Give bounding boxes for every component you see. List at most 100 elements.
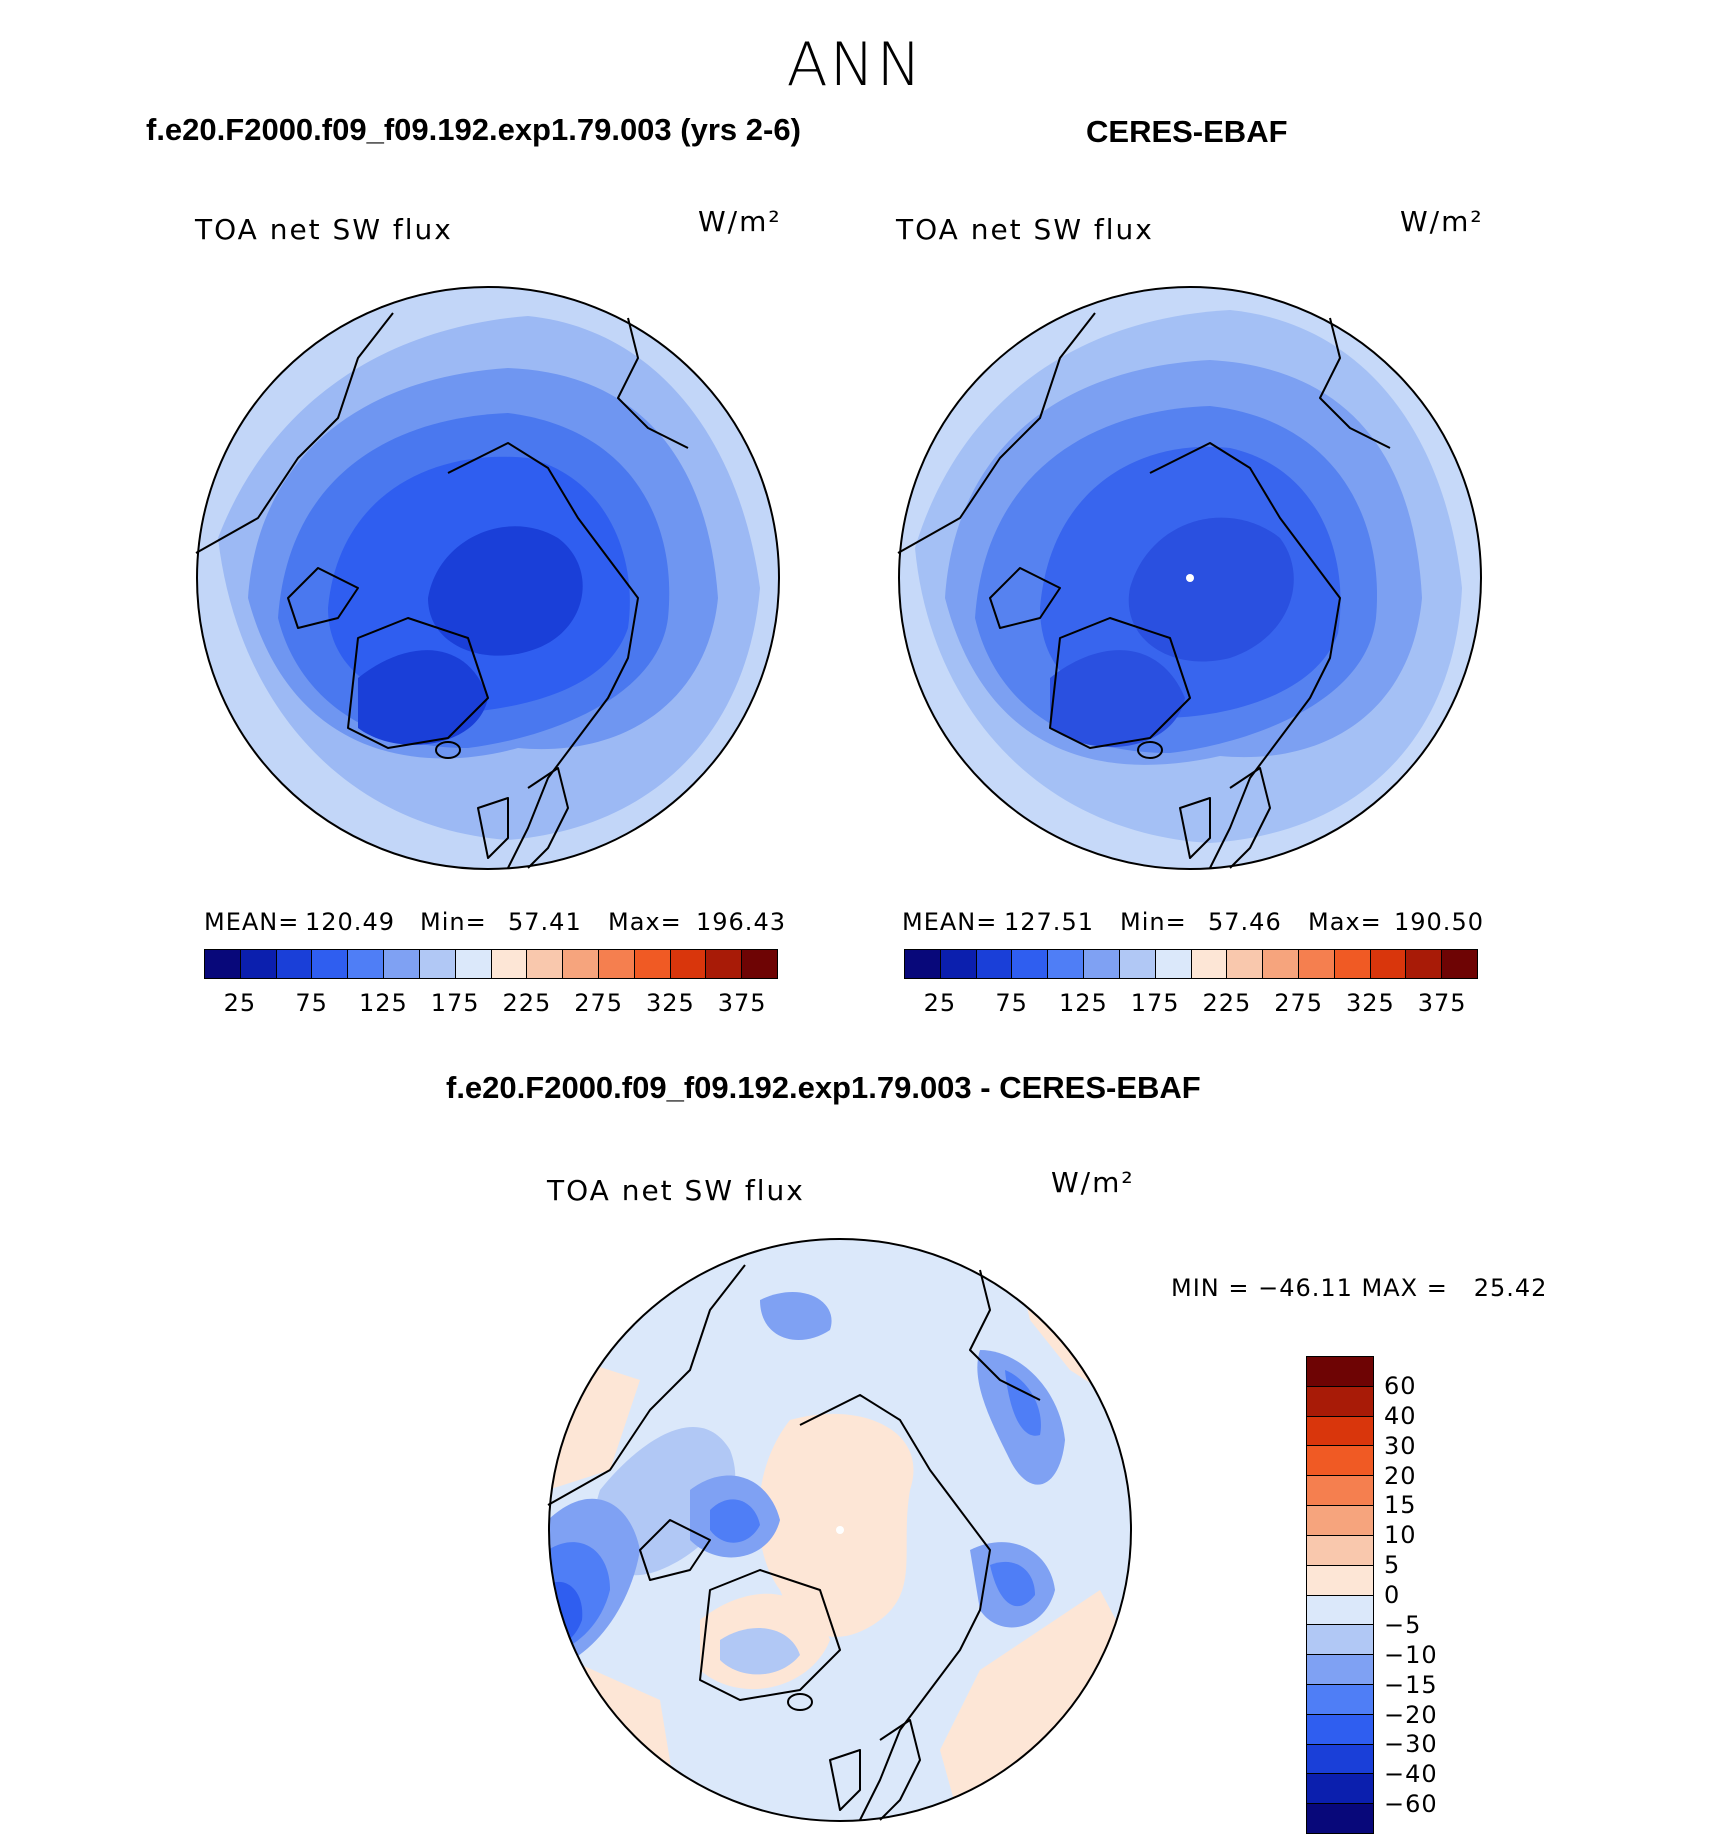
obs-mean-value: 127.51 [1004,908,1094,936]
diff-colorbar-swatch [1307,1625,1373,1656]
diff-colorbar-tick: 0 [1384,1581,1401,1609]
diff-colorbar-swatch [1307,1774,1373,1805]
figure-title: ANN [786,30,924,100]
obs-min-value: 57.46 [1208,908,1282,936]
model-colorbar-swatch [276,950,313,978]
obs-variable-title: TOA net SW flux [896,213,1154,246]
model-colorbar-swatch [205,950,241,978]
obs-colorbar-swatch [1155,950,1192,978]
obs-colorbar-swatch [1370,950,1407,978]
obs-polar-map [897,286,1482,870]
model-colorbar-tick: 225 [502,989,552,1017]
diff-range-text: MIN = −46.11 MAX = 25.42 [1171,1274,1548,1302]
diff-colorbar-tick: −60 [1384,1790,1438,1819]
diff-colorbar-tick: 15 [1384,1491,1417,1520]
obs-colorbar [904,949,1478,979]
diff-colorbar-tick: 60 [1384,1371,1417,1400]
diff-colorbar-swatch [1307,1684,1373,1715]
diff-colorbar-swatch [1307,1744,1373,1775]
diff-colorbar-tick: 5 [1384,1551,1401,1580]
obs-colorbar-swatch [1119,950,1156,978]
obs-colorbar-swatch [1298,950,1335,978]
model-units: W/m² [698,205,782,238]
diff-colorbar-swatch [1307,1655,1373,1685]
diff-colorbar-tick: 30 [1384,1431,1417,1460]
obs-colorbar-swatch [1048,950,1085,978]
obs-colorbar-swatch [940,950,977,978]
model-colorbar-swatch [742,950,777,978]
diff-colorbar-swatch [1307,1476,1373,1507]
diff-colorbar-tick: 40 [1384,1401,1417,1430]
obs-max-value: 190.50 [1394,908,1484,936]
model-colorbar-tick: 75 [295,989,328,1017]
model-colorbar-tick: 25 [223,989,257,1017]
obs-colorbar-swatch [905,950,941,978]
model-colorbar-swatch [312,950,349,978]
model-colorbar-swatch [706,950,743,978]
obs-colorbar-tick: 175 [1130,989,1180,1017]
model-colorbar-swatch [455,950,492,978]
obs-colorbar-tick: 275 [1274,989,1324,1017]
obs-colorbar-tick: 125 [1058,989,1108,1017]
model-colorbar-swatch [670,950,707,978]
model-colorbar-swatch [527,950,564,978]
model-polar-map [195,286,780,870]
diff-colorbar-tick: −30 [1384,1730,1438,1759]
model-colorbar-tick: 175 [430,989,480,1017]
diff-variable-title: TOA net SW flux [547,1174,805,1207]
diff-colorbar-swatch [1307,1535,1373,1566]
model-heading: f.e20.F2000.f09_f09.192.exp1.79.003 (yrs… [146,112,801,147]
diff-colorbar-tick: −10 [1384,1640,1438,1669]
obs-colorbar-tick: 225 [1202,989,1252,1017]
obs-colorbar-swatch [1084,950,1120,978]
diff-colorbar-tick: −20 [1384,1700,1438,1729]
obs-heading: CERES-EBAF [1086,114,1288,149]
diff-colorbar-swatch [1307,1565,1373,1596]
diff-units: W/m² [1051,1166,1135,1199]
diff-colorbar-swatch [1307,1386,1373,1417]
obs-colorbar-swatch [1227,950,1264,978]
obs-colorbar-swatch [1191,950,1228,978]
obs-colorbar-tick: 25 [923,989,957,1017]
model-colorbar-swatch [384,950,420,978]
model-mean-label: MEAN= [204,908,300,936]
diff-colorbar-tick: −5 [1384,1610,1422,1639]
diff-polar-map [547,1238,1132,1822]
diff-colorbar-tick: −15 [1384,1670,1438,1699]
obs-colorbar-swatch [1442,950,1477,978]
model-colorbar-swatch [563,950,599,978]
obs-min-label: Min= [1120,908,1187,936]
diff-colorbar-tick: 20 [1384,1461,1417,1490]
model-colorbar-swatch [598,950,635,978]
diff-colorbar-tick: 10 [1384,1521,1417,1550]
diff-colorbar-swatch [1307,1804,1373,1833]
diff-colorbar-swatch [1307,1446,1373,1477]
model-colorbar-tick: 325 [645,989,695,1017]
diff-colorbar-swatch [1307,1595,1373,1626]
model-colorbar-swatch [491,950,528,978]
diff-colorbar-swatch [1307,1357,1373,1387]
model-variable-title: TOA net SW flux [195,213,453,246]
diff-heading: f.e20.F2000.f09_f09.192.exp1.79.003 - CE… [446,1070,1201,1105]
diff-colorbar-swatch [1307,1506,1373,1536]
diff-colorbar-swatch [1307,1416,1373,1447]
model-max-value: 196.43 [696,908,786,936]
obs-colorbar-swatch [1012,950,1049,978]
diff-colorbar-tick: −40 [1384,1760,1438,1789]
obs-colorbar-tick: 375 [1417,989,1467,1017]
obs-colorbar-swatch [1334,950,1371,978]
obs-colorbar-tick: 325 [1345,989,1395,1017]
model-colorbar-swatch [634,950,671,978]
obs-units: W/m² [1400,205,1484,238]
model-min-label: Min= [420,908,487,936]
model-min-value: 57.41 [508,908,582,936]
obs-colorbar-swatch [1263,950,1299,978]
model-colorbar-swatch [348,950,385,978]
obs-mean-label: MEAN= [902,908,998,936]
model-colorbar-swatch [240,950,277,978]
model-colorbar [204,949,778,979]
model-max-label: Max= [608,908,682,936]
model-colorbar-swatch [419,950,456,978]
diff-colorbar-swatch [1307,1714,1373,1745]
model-colorbar-tick: 375 [717,989,767,1017]
